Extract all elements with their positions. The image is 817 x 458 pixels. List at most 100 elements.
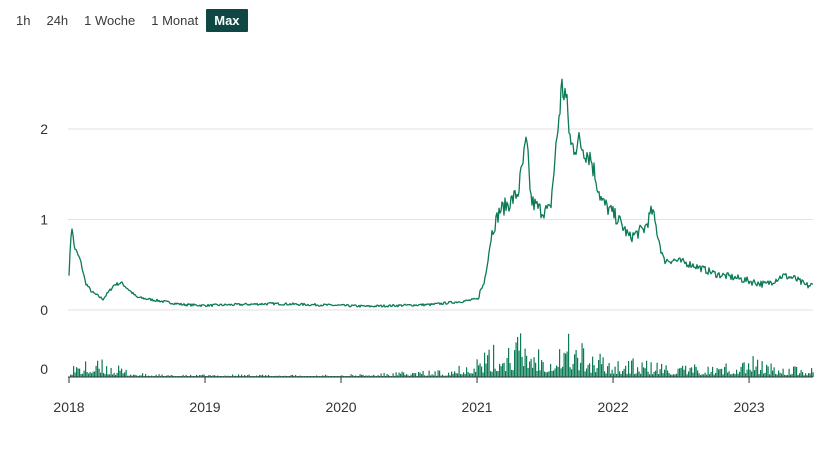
- volume-bar: [80, 374, 82, 377]
- volume-bar: [553, 370, 555, 377]
- volume-bar: [95, 365, 97, 377]
- volume-bar: [673, 374, 675, 377]
- volume-bar: [97, 360, 99, 377]
- volume-bar: [476, 359, 478, 377]
- volume-bar: [536, 371, 538, 377]
- volume-bar: [766, 364, 768, 377]
- volume-bar: [455, 373, 457, 377]
- volume-bar: [662, 373, 664, 377]
- volume-bar: [700, 375, 702, 377]
- tab-1-week[interactable]: 1 Woche: [84, 13, 136, 28]
- volume-bar: [574, 354, 576, 377]
- tab-1h[interactable]: 1h: [16, 13, 31, 28]
- volume-bar: [167, 375, 169, 377]
- volume-bar: [650, 362, 652, 377]
- volume-bar: [647, 371, 649, 377]
- volume-bar: [713, 374, 715, 377]
- volume-bar: [676, 373, 678, 377]
- volume-bar: [136, 375, 138, 377]
- volume-bar: [133, 374, 135, 377]
- price-series-line: [68, 78, 814, 308]
- volume-bar: [614, 366, 616, 377]
- volume-bar: [164, 375, 166, 377]
- volume-bar: [461, 374, 463, 377]
- volume-bar: [781, 373, 783, 377]
- volume-bar: [469, 373, 471, 377]
- volume-bar: [755, 366, 757, 377]
- volume-bar: [388, 375, 390, 377]
- volume-bar: [550, 363, 552, 377]
- volume-bar: [86, 372, 88, 377]
- volume-bar: [203, 374, 205, 377]
- volume-bar: [425, 375, 427, 377]
- volume-bar: [770, 363, 772, 377]
- tab-max[interactable]: Max: [206, 9, 248, 32]
- tab-1-month[interactable]: 1 Monat: [151, 13, 199, 28]
- volume-bar: [365, 375, 367, 377]
- volume-bar: [739, 371, 741, 377]
- volume-bar: [764, 372, 766, 377]
- volume-bar: [718, 369, 720, 377]
- volume-bar: [800, 370, 802, 377]
- volume-bar: [806, 375, 808, 377]
- volume-bar: [554, 368, 556, 377]
- volume-bar: [779, 372, 781, 377]
- volume-bar: [503, 362, 505, 377]
- volume-bar: [299, 375, 301, 377]
- volume-bar: [790, 374, 792, 377]
- volume-bar: [578, 370, 580, 377]
- volume-bar: [641, 362, 643, 377]
- volume-bar: [259, 374, 261, 377]
- volume-bar: [587, 364, 589, 377]
- volume-bar: [397, 375, 399, 377]
- volume-bar: [679, 368, 681, 377]
- volume-bar: [209, 375, 211, 377]
- volume-bar: [368, 375, 370, 377]
- volume-bar: [413, 373, 415, 377]
- volume-bar: [799, 373, 801, 377]
- volume-bar: [551, 371, 553, 377]
- tab-24h[interactable]: 24h: [46, 13, 69, 28]
- volume-bar: [82, 373, 84, 377]
- volume-bar: [722, 374, 724, 377]
- x-tick-label: 2022: [597, 399, 628, 415]
- volume-bar: [677, 368, 679, 377]
- volume-bar: [107, 374, 109, 377]
- volume-bar: [803, 375, 805, 377]
- volume-bar: [742, 363, 744, 377]
- volume-bar: [802, 372, 804, 377]
- volume-bar: [610, 373, 612, 377]
- volume-bar: [248, 374, 250, 377]
- volume-bar: [559, 349, 561, 377]
- volume-bar: [92, 371, 94, 377]
- volume-bar: [436, 375, 438, 377]
- volume-bar: [359, 374, 361, 377]
- volume-bar: [419, 372, 421, 377]
- volume-bar: [592, 356, 594, 377]
- volume-bars: [70, 333, 814, 377]
- volume-bar: [124, 372, 126, 377]
- volume-bar: [524, 348, 526, 377]
- volume-bar: [572, 363, 574, 377]
- volume-bar: [529, 361, 531, 377]
- volume-bar: [617, 361, 619, 377]
- volume-bar: [733, 373, 735, 377]
- volume-bar: [125, 369, 127, 377]
- volume-bar: [613, 373, 615, 377]
- volume-bar: [214, 375, 216, 377]
- volume-bar: [601, 364, 603, 377]
- volume-bar: [115, 374, 117, 377]
- volume-bar: [208, 375, 210, 377]
- volume-bar: [530, 358, 532, 377]
- volume-bar: [626, 373, 628, 377]
- volume-bar: [394, 375, 396, 377]
- volume-bar: [566, 351, 568, 377]
- volume-bar: [104, 374, 106, 377]
- volume-bar: [488, 349, 490, 377]
- volume-bar: [406, 374, 408, 377]
- volume-bar: [635, 373, 637, 377]
- volume-bar: [89, 371, 91, 377]
- volume-bar: [767, 366, 769, 377]
- volume-bar: [740, 366, 742, 377]
- volume-bar: [202, 374, 204, 377]
